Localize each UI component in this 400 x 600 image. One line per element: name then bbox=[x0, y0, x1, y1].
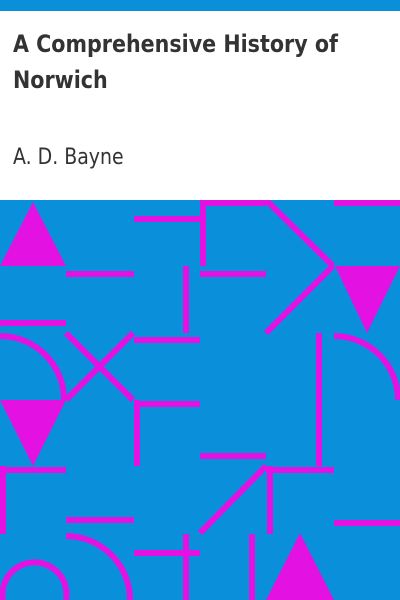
book-author: A. D. Bayne bbox=[13, 145, 124, 170]
triangle-down-left bbox=[0, 400, 66, 466]
arc-left-upper bbox=[0, 333, 67, 401]
top-accent-bar bbox=[0, 0, 400, 11]
arc-bottom-left-circle bbox=[0, 559, 70, 600]
line-diag-5 bbox=[197, 463, 269, 536]
cover-pattern-art bbox=[0, 200, 400, 600]
triangle-up-bottom bbox=[266, 533, 334, 600]
arc-right-upper bbox=[333, 333, 400, 401]
line-diag-2 bbox=[263, 263, 336, 336]
triangle-up-top-left bbox=[0, 202, 66, 266]
arc-bottom-mid bbox=[65, 533, 133, 600]
line-diag-1 bbox=[263, 200, 336, 269]
triangle-down-right bbox=[335, 266, 400, 333]
pattern-shapes bbox=[0, 200, 400, 600]
line-diag-4 bbox=[63, 330, 136, 403]
book-title: A Comprehensive History of Norwich bbox=[13, 30, 338, 94]
